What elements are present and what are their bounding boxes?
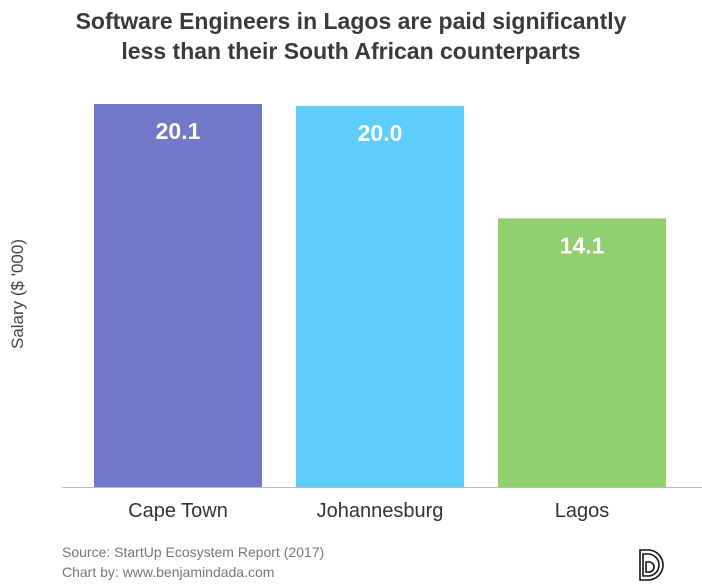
benjamindada-logo-icon xyxy=(639,549,664,581)
credit-note: Chart by: www.benjamindada.com xyxy=(62,564,275,580)
data-label: 20.0 xyxy=(358,120,403,146)
data-label: 14.1 xyxy=(560,232,605,258)
data-label: 20.1 xyxy=(156,118,201,144)
chart-title-line-2: less than their South African counterpar… xyxy=(121,38,581,64)
chart-title-line-1: Software Engineers in Lagos are paid sig… xyxy=(75,8,627,34)
x-tick-label: Lagos xyxy=(555,500,610,522)
source-note: Source: StartUp Ecosystem Report (2017) xyxy=(62,544,325,560)
bar-lagos xyxy=(498,218,666,487)
bar-johannesburg xyxy=(296,105,464,488)
x-tick-label: Cape Town xyxy=(128,500,228,522)
bar-cape-town xyxy=(94,104,262,487)
chart-title: Software Engineers in Lagos are paid sig… xyxy=(0,6,702,66)
x-tick-label: Johannesburg xyxy=(317,500,444,522)
